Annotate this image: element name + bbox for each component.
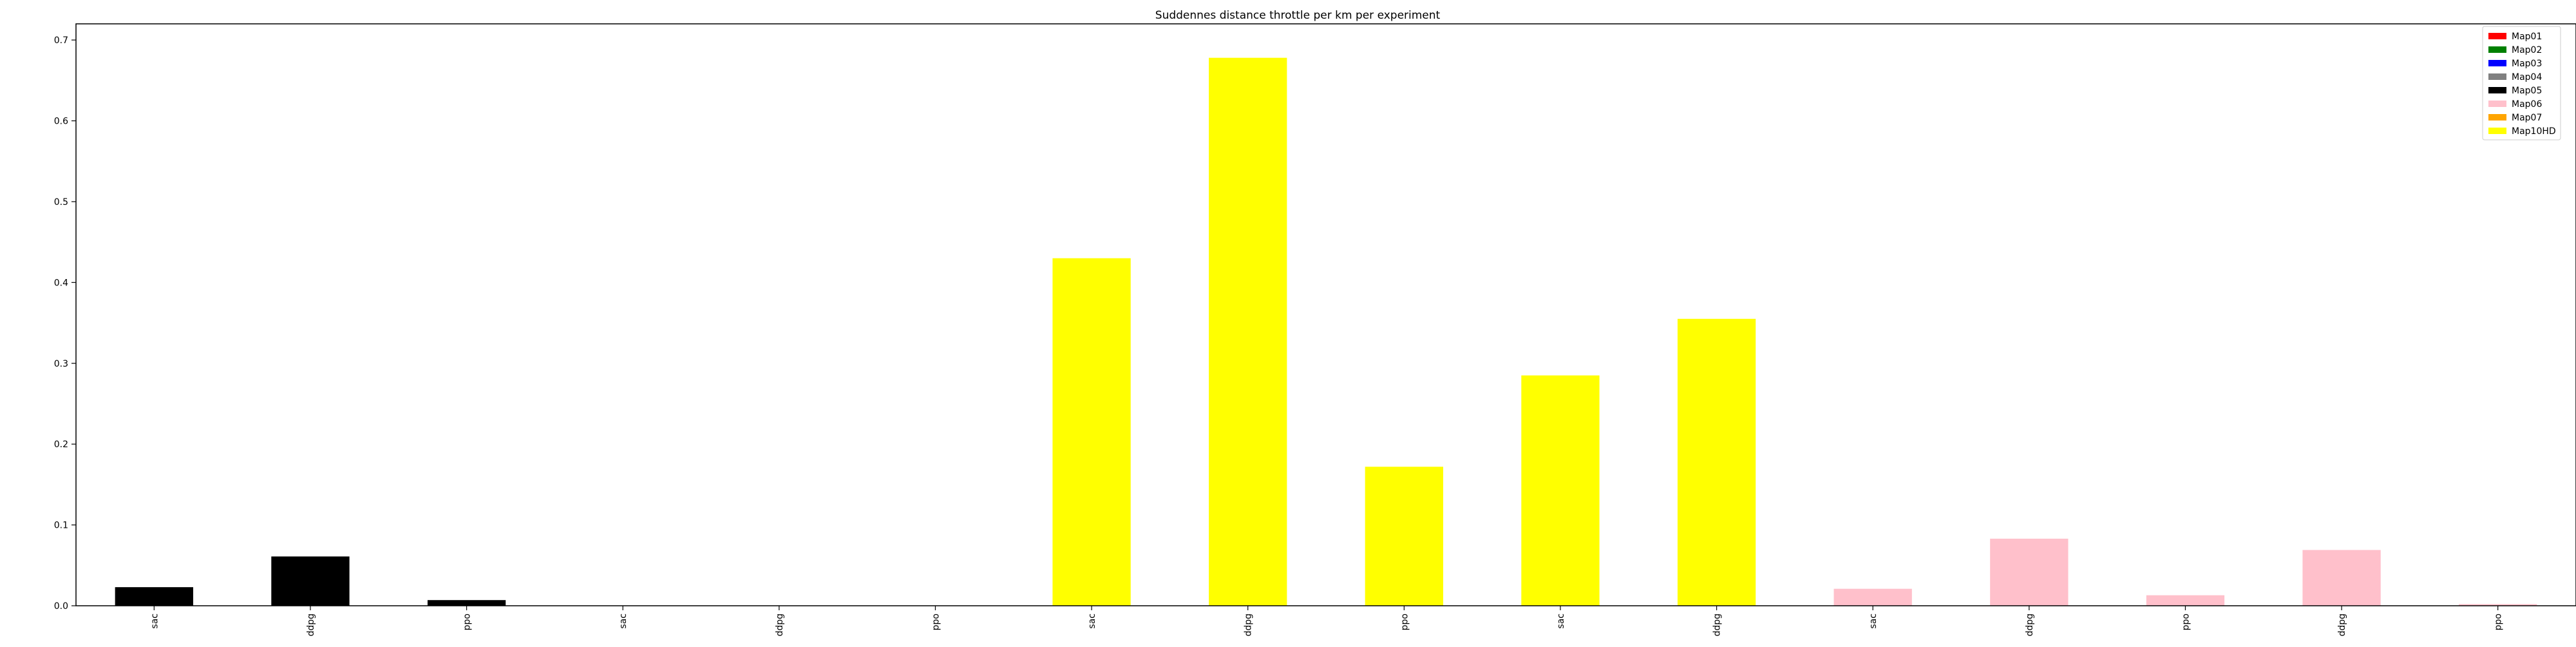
bar (1833, 588, 1912, 606)
legend-label: Map05 (2512, 86, 2542, 96)
legend-label: Map04 (2512, 72, 2542, 82)
plot-frame (75, 23, 2576, 606)
legend-box (2482, 26, 2561, 140)
y-tick-label: 0.6 (54, 117, 68, 127)
x-tick-label: ppo (2494, 613, 2504, 630)
x-axis: sac ddpg ppo sac ddpg ppo sac ddpg ppo sac ddpg sac… (149, 606, 2504, 637)
legend-label: Map07 (2512, 113, 2542, 123)
bar (427, 600, 506, 606)
x-tick-label: sac (1868, 613, 1879, 629)
bar (1990, 538, 2069, 606)
legend-swatch (2488, 60, 2506, 66)
bar (2459, 604, 2537, 606)
x-tick-label: sac (1556, 613, 1566, 629)
y-tick-label: 0.4 (54, 278, 68, 288)
x-tick-label: ddpg (775, 613, 785, 637)
legend-label: Map03 (2512, 59, 2542, 69)
bar (1052, 258, 1131, 606)
bar (115, 587, 193, 606)
x-tick-label: ddpg (2025, 613, 2035, 637)
y-tick-label: 0.3 (54, 359, 68, 369)
x-tick-label: ppo (462, 613, 473, 630)
legend-label: Map06 (2512, 99, 2542, 110)
legend-swatch (2488, 33, 2506, 39)
legend: Map01 Map02 Map03 Map04 Map05 Map06 Map07 Map10… (2482, 26, 2561, 140)
y-tick-label: 0.2 (54, 439, 68, 450)
x-tick-label: sac (1087, 613, 1097, 629)
legend-swatch (2488, 101, 2506, 107)
y-tick-label: 0.0 (54, 601, 68, 612)
bar (1677, 318, 1756, 606)
legend-swatch (2488, 87, 2506, 93)
bar (1521, 375, 1600, 606)
legend-label: Map10HD (2512, 126, 2556, 137)
chart-title: Suddennes distance throttle per km per e… (1155, 9, 1441, 22)
legend-swatch (2488, 128, 2506, 134)
bar (271, 556, 350, 606)
x-tick-label: sac (149, 613, 160, 629)
x-tick-label: ppo (1399, 613, 1410, 630)
x-tick-label: ddpg (2337, 613, 2347, 637)
legend-swatch (2488, 46, 2506, 53)
bar (2146, 595, 2225, 606)
legend-swatch (2488, 73, 2506, 80)
legend-label: Map01 (2512, 32, 2542, 42)
y-axis: 0.0 0.1 0.2 0.3 0.4 0.5 0.6 0.7 (54, 35, 76, 612)
bar (2302, 550, 2381, 606)
y-tick-label: 0.1 (54, 521, 68, 531)
legend-swatch (2488, 114, 2506, 121)
x-tick-label: sac (618, 613, 629, 629)
x-tick-label: ppo (2181, 613, 2191, 630)
bar (1209, 57, 1287, 606)
x-tick-label: ppo (931, 613, 941, 630)
x-tick-label: ddpg (1712, 613, 1723, 637)
y-tick-label: 0.7 (54, 35, 68, 46)
y-tick-label: 0.5 (54, 197, 68, 208)
bar (1365, 467, 1443, 606)
legend-label: Map02 (2512, 45, 2542, 55)
x-tick-label: ddpg (306, 613, 316, 637)
bars (115, 57, 2537, 606)
x-tick-label: ddpg (1244, 613, 1254, 637)
